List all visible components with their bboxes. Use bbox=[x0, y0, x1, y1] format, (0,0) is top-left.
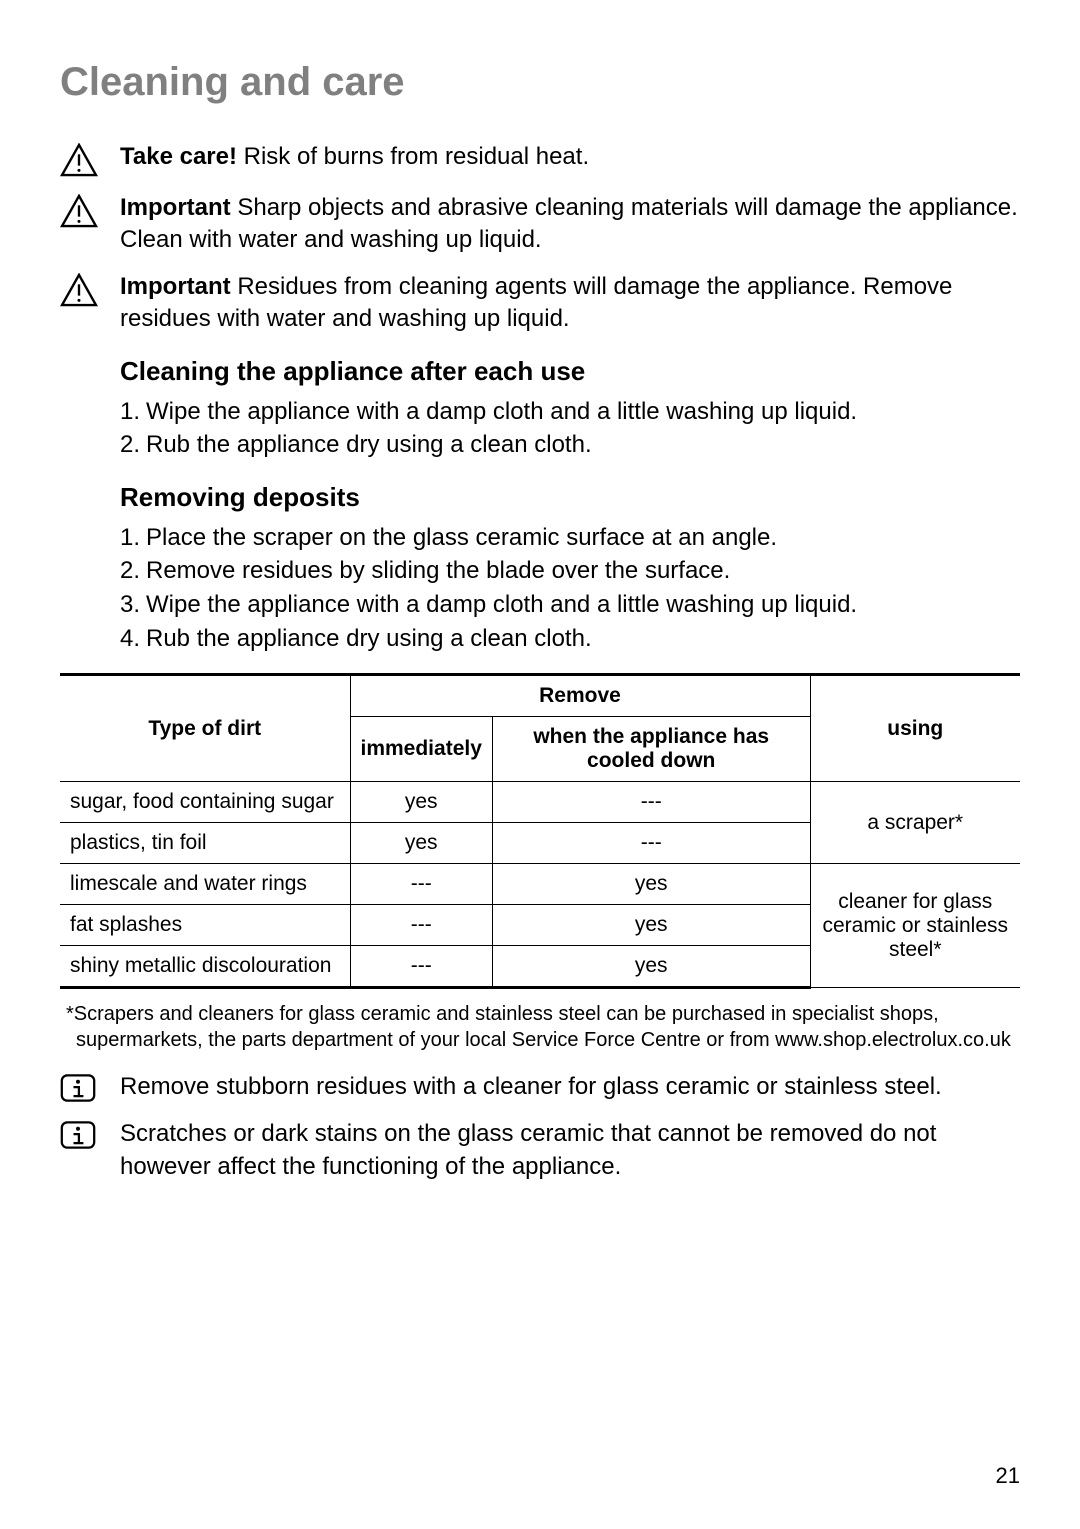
warning-block: Take care! Risk of burns from residual h… bbox=[60, 141, 1020, 182]
list-number: 1. bbox=[120, 521, 146, 555]
td-using: cleaner for glass ceramic or stainless s… bbox=[810, 864, 1020, 988]
list-text: Wipe the appliance with a damp cloth and… bbox=[146, 395, 857, 429]
info-icon bbox=[60, 1118, 120, 1155]
info-icon bbox=[60, 1071, 120, 1108]
page-number: 21 bbox=[996, 1463, 1020, 1489]
info-text: Remove stubborn residues with a cleaner … bbox=[120, 1071, 1020, 1103]
th-immediately: immediately bbox=[350, 717, 492, 782]
td-type: fat splashes bbox=[60, 905, 350, 946]
list-number: 2. bbox=[120, 554, 146, 588]
td-cooled: yes bbox=[492, 864, 810, 905]
th-cooled: when the appliance has cooled down bbox=[492, 717, 810, 782]
td-using: a scraper* bbox=[810, 782, 1020, 864]
info-block: Scratches or dark stains on the glass ce… bbox=[60, 1118, 1020, 1183]
numbered-list: 1.Place the scraper on the glass ceramic… bbox=[120, 521, 1020, 655]
info-text: Scratches or dark stains on the glass ce… bbox=[120, 1118, 1020, 1183]
td-cooled: yes bbox=[492, 946, 810, 988]
list-number: 2. bbox=[120, 428, 146, 462]
td-type: limescale and water rings bbox=[60, 864, 350, 905]
section-heading: Cleaning the appliance after each use bbox=[120, 356, 1020, 387]
warning-lead: Important bbox=[120, 194, 231, 221]
list-text: Wipe the appliance with a damp cloth and… bbox=[146, 588, 857, 622]
th-using: using bbox=[810, 675, 1020, 782]
td-imm: yes bbox=[350, 782, 492, 823]
td-cooled: yes bbox=[492, 905, 810, 946]
warning-block: Important Residues from cleaning agents … bbox=[60, 271, 1020, 336]
td-type: plastics, tin foil bbox=[60, 823, 350, 864]
warning-icon bbox=[60, 271, 120, 312]
dirt-removal-table: Type of dirt Remove using immediately wh… bbox=[60, 673, 1020, 989]
td-type: sugar, food containing sugar bbox=[60, 782, 350, 823]
td-imm: --- bbox=[350, 905, 492, 946]
numbered-list: 1.Wipe the appliance with a damp cloth a… bbox=[120, 395, 1020, 462]
warning-body: Residues from cleaning agents will damag… bbox=[120, 273, 952, 332]
list-item: 1.Wipe the appliance with a damp cloth a… bbox=[120, 395, 1020, 429]
info-block: Remove stubborn residues with a cleaner … bbox=[60, 1071, 1020, 1108]
warning-block: Important Sharp objects and abrasive cle… bbox=[60, 192, 1020, 257]
page-title: Cleaning and care bbox=[60, 60, 1020, 105]
list-item: 4.Rub the appliance dry using a clean cl… bbox=[120, 622, 1020, 656]
list-text: Place the scraper on the glass ceramic s… bbox=[146, 521, 777, 555]
list-item: 3.Wipe the appliance with a damp cloth a… bbox=[120, 588, 1020, 622]
td-cooled: --- bbox=[492, 823, 810, 864]
th-type: Type of dirt bbox=[60, 675, 350, 782]
table-footnote: *Scrapers and cleaners for glass ceramic… bbox=[60, 1001, 1020, 1053]
list-text: Rub the appliance dry using a clean clot… bbox=[146, 622, 592, 656]
list-item: 2.Rub the appliance dry using a clean cl… bbox=[120, 428, 1020, 462]
list-number: 1. bbox=[120, 395, 146, 429]
td-imm: --- bbox=[350, 946, 492, 988]
td-cooled: --- bbox=[492, 782, 810, 823]
warning-lead: Important bbox=[120, 273, 231, 300]
list-number: 4. bbox=[120, 622, 146, 656]
warning-text: Important Sharp objects and abrasive cle… bbox=[120, 192, 1020, 257]
warning-icon bbox=[60, 141, 120, 182]
warning-body: Sharp objects and abrasive cleaning mate… bbox=[120, 194, 1018, 253]
list-text: Remove residues by sliding the blade ove… bbox=[146, 554, 730, 588]
warning-icon bbox=[60, 192, 120, 233]
th-remove: Remove bbox=[350, 675, 810, 717]
list-item: 2.Remove residues by sliding the blade o… bbox=[120, 554, 1020, 588]
td-imm: yes bbox=[350, 823, 492, 864]
warning-body: Risk of burns from residual heat. bbox=[237, 143, 589, 170]
list-number: 3. bbox=[120, 588, 146, 622]
section-heading: Removing deposits bbox=[120, 482, 1020, 513]
td-type: shiny metallic discolouration bbox=[60, 946, 350, 988]
warning-lead: Take care! bbox=[120, 143, 237, 170]
td-imm: --- bbox=[350, 864, 492, 905]
warning-text: Take care! Risk of burns from residual h… bbox=[120, 141, 1020, 173]
list-text: Rub the appliance dry using a clean clot… bbox=[146, 428, 592, 462]
list-item: 1.Place the scraper on the glass ceramic… bbox=[120, 521, 1020, 555]
warning-text: Important Residues from cleaning agents … bbox=[120, 271, 1020, 336]
